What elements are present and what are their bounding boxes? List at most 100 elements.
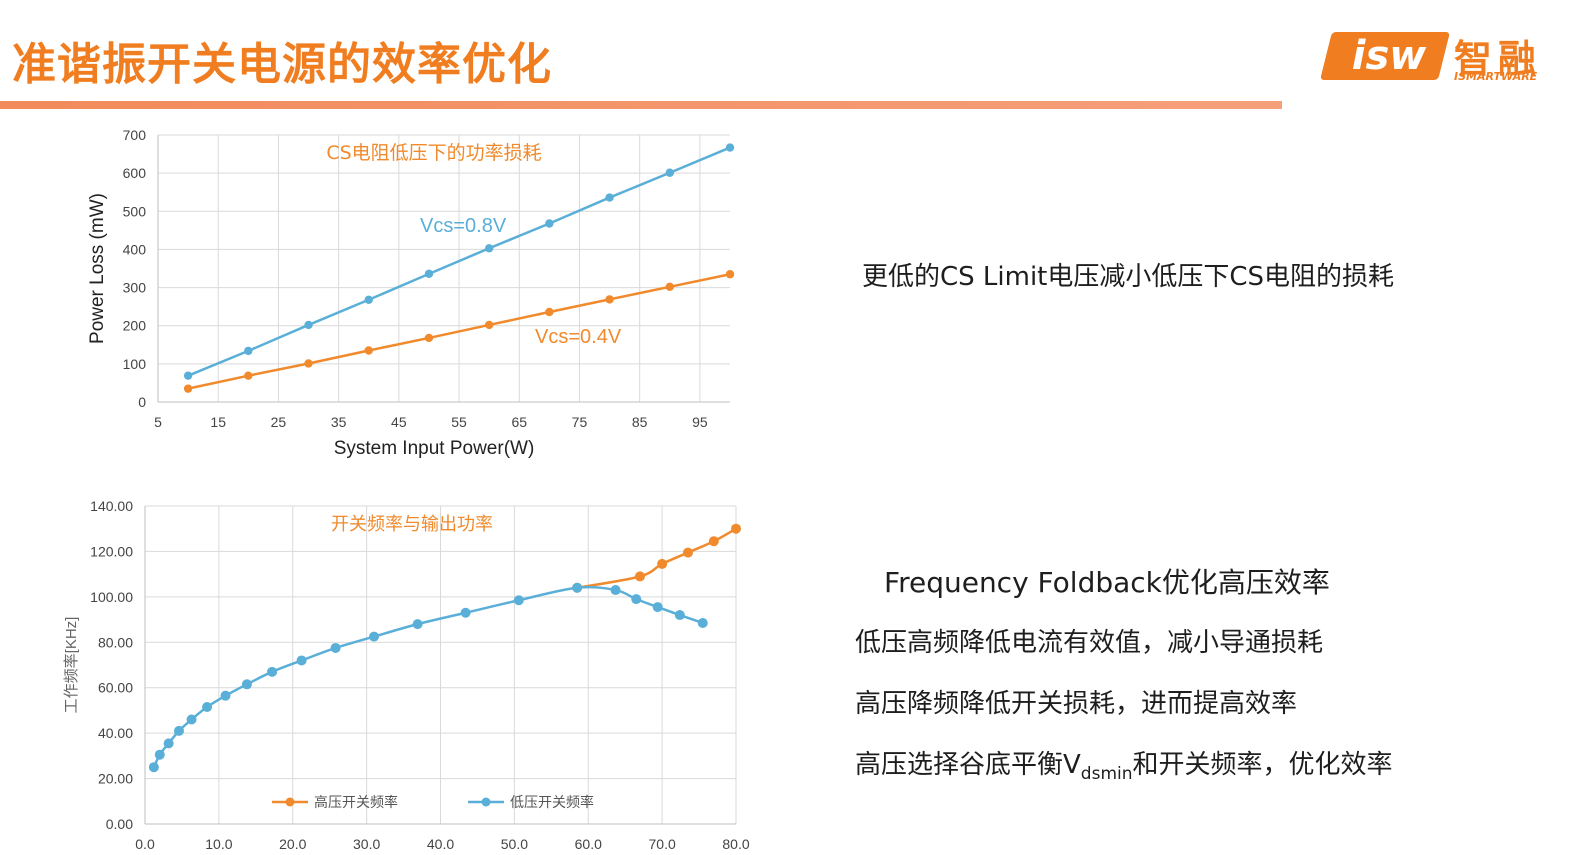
data-point — [697, 617, 708, 628]
data-point — [244, 346, 253, 356]
x-tick-label: 55 — [451, 414, 467, 430]
data-point — [682, 547, 693, 558]
data-point — [674, 610, 685, 621]
series-label-vcs-08: Vcs=0.8V — [420, 215, 507, 237]
data-point — [460, 607, 471, 618]
data-point — [605, 295, 614, 304]
series-line — [187, 272, 731, 390]
data-point — [652, 602, 663, 613]
data-point — [330, 642, 341, 653]
data-point — [665, 168, 674, 177]
x-tick-label: 95 — [692, 414, 708, 430]
data-point — [369, 631, 380, 642]
data-point — [241, 679, 252, 690]
note-foldback-title: Frequency Foldback优化高压效率 — [884, 566, 1330, 599]
x-tick-label: 85 — [632, 414, 648, 430]
x-tick-label: 35 — [331, 414, 347, 430]
x-tick-label: 70.0 — [649, 836, 676, 852]
x-tick-label: 0.0 — [135, 836, 155, 852]
logo-chinese-name: 智融 — [1454, 37, 1543, 81]
note-high-voltage: 高压降频降低开关损耗，进而提高效率 — [855, 689, 1298, 719]
data-point — [545, 307, 554, 317]
y-tick-label: 400 — [123, 241, 147, 257]
y-axis-label: Power Loss (mW) — [87, 193, 108, 344]
series-label-vcs-04: Vcs=0.4V — [535, 326, 622, 348]
x-tick-label: 20.0 — [279, 836, 306, 852]
y-tick-label: 200 — [123, 318, 147, 334]
x-tick-label: 60.0 — [575, 836, 602, 852]
y-tick-label: 40.00 — [98, 725, 133, 741]
y-tick-label: 0 — [138, 394, 146, 410]
y-tick-label: 80.00 — [98, 634, 133, 650]
data-point — [267, 666, 278, 677]
data-point — [484, 244, 494, 253]
x-tick-label: 75 — [572, 414, 588, 430]
x-tick-label: 50.0 — [501, 836, 528, 852]
data-point — [173, 725, 184, 736]
data-point — [364, 295, 373, 304]
data-point — [296, 655, 307, 666]
note-low-voltage: 低压高频降低电流有效值，减小导通损耗 — [855, 628, 1324, 658]
x-tick-label: 80.0 — [722, 836, 749, 852]
x-tick-label: 65 — [511, 414, 527, 430]
x-axis-label: System Input Power(W) — [334, 438, 535, 459]
y-tick-label: 600 — [123, 165, 147, 181]
data-point — [412, 619, 423, 630]
title-divider — [0, 101, 1282, 109]
data-point — [634, 571, 645, 582]
data-point — [665, 282, 674, 292]
data-point — [220, 690, 231, 701]
note-valley-prefix: 高压选择谷底平衡V — [855, 750, 1081, 780]
data-point — [484, 320, 494, 330]
legend-marker — [481, 797, 491, 807]
data-point — [304, 320, 313, 330]
legend-label: 高压开关频率 — [314, 794, 398, 811]
note-valley-subscript: dsmin — [1080, 764, 1133, 784]
data-point — [304, 359, 313, 368]
data-point — [605, 193, 614, 202]
x-tick-label: 15 — [210, 414, 226, 430]
company-logo: isw 智融 ISMARTWARE — [1320, 30, 1566, 86]
data-point — [163, 738, 174, 749]
data-point — [183, 371, 193, 380]
legend-marker — [285, 797, 295, 807]
y-tick-label: 100 — [123, 356, 147, 372]
data-point — [631, 594, 642, 605]
legend-label: 低压开关频率 — [510, 794, 594, 811]
slide-title: 准谐振开关电源的效率优化 — [12, 39, 552, 90]
y-tick-label: 140.00 — [90, 498, 133, 514]
data-point — [545, 219, 554, 228]
y-tick-label: 300 — [123, 280, 147, 296]
y-tick-label: 700 — [123, 127, 147, 143]
x-tick-label: 30.0 — [353, 836, 380, 852]
data-point — [183, 384, 193, 393]
y-tick-label: 100.00 — [90, 589, 133, 605]
data-point — [657, 558, 668, 569]
y-tick-label: 20.00 — [98, 771, 133, 787]
x-tick-label: 25 — [271, 414, 287, 430]
data-point — [610, 585, 621, 596]
y-tick-label: 60.00 — [98, 680, 133, 696]
data-point — [725, 143, 735, 152]
data-point — [424, 269, 434, 279]
data-point — [725, 270, 735, 279]
y-tick-label: 500 — [123, 203, 147, 219]
switching-frequency-chart: 0.00 20.00 40.00 60.00 80.00 100.00 120.00 140.… — [63, 498, 750, 852]
data-point — [708, 536, 719, 547]
note-valley-suffix: 和开关频率，优化效率 — [1132, 750, 1393, 780]
power-loss-chart: 0 100 200 300 400 500 600 700 5 15 25 35 45 55 65 75 85 9… — [87, 127, 735, 459]
x-tick-label: 45 — [391, 414, 407, 430]
data-point — [154, 749, 165, 760]
note-valley-balance: 高压选择谷底平衡Vdsmin和开关频率，优化效率 — [855, 744, 1393, 784]
data-point — [202, 702, 213, 713]
data-point — [364, 346, 373, 355]
y-tick-label: 120.00 — [90, 543, 133, 559]
y-axis-label: 工作频率[KHz] — [63, 617, 80, 714]
x-tick-label: 5 — [154, 414, 162, 430]
data-point — [572, 582, 583, 593]
data-point — [186, 714, 197, 725]
chart-title: CS电阻低压下的功率损耗 — [326, 142, 541, 164]
data-point — [244, 371, 253, 380]
data-point — [424, 333, 434, 343]
y-tick-label: 0.00 — [106, 816, 133, 832]
